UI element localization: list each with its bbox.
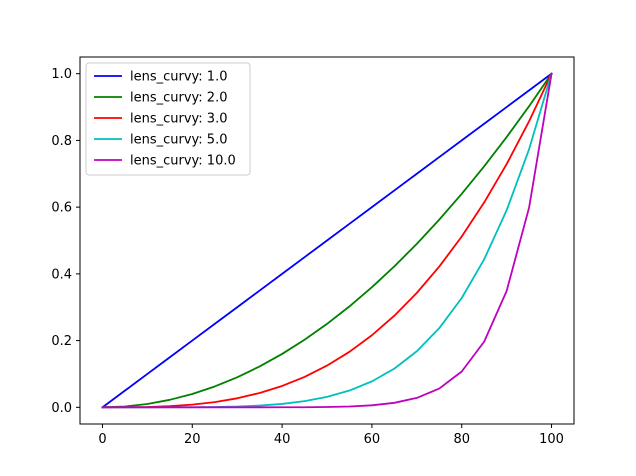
axes-layer: 0 20 40 60 80 100 0.0 0.2 0.4 0.6 0.8 1.0 (51, 56, 575, 447)
axes-frame (79, 56, 575, 425)
legend-label-5: lens_curvy: 10.0 (130, 154, 236, 169)
legend-label-3: lens_curvy: 3.0 (130, 112, 227, 127)
x-tick-label-2: 40 (274, 432, 291, 447)
y-tick-label-5: 1.0 (51, 67, 72, 82)
legend-label-4: lens_curvy: 5.0 (130, 133, 227, 148)
legend-label-1: lens_curvy: 1.0 (130, 70, 227, 85)
legend-label-2: lens_curvy: 2.0 (130, 91, 227, 106)
y-tick-label-1: 0.2 (51, 334, 72, 349)
series-line-2 (101, 72, 553, 409)
y-tick-label-4: 0.8 (51, 134, 72, 149)
x-tick-label-0: 0 (98, 432, 106, 447)
series-line-3 (101, 72, 553, 409)
y-tick-label-0: 0.0 (51, 401, 72, 416)
y-tick-label-3: 0.6 (51, 201, 72, 216)
legend-box (85, 62, 251, 176)
legend: lens_curvy: 1.0 lens_curvy: 2.0 lens_curvy… (85, 62, 251, 176)
x-tick-label-4: 80 (453, 432, 470, 447)
y-tick-label-2: 0.4 (51, 267, 72, 282)
series-layer (101, 72, 553, 409)
x-tick-label-3: 60 (364, 432, 381, 447)
x-tick-label-1: 20 (184, 432, 201, 447)
series-line-5 (101, 72, 553, 409)
x-tick-label-5: 100 (539, 432, 564, 447)
series-line-1 (101, 72, 553, 409)
